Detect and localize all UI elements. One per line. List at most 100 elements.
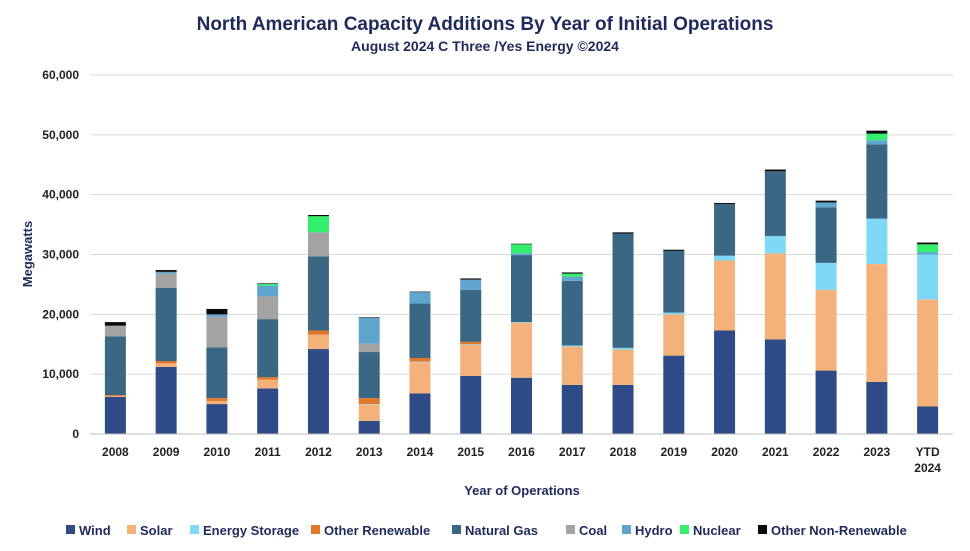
- bar-segment-solar: [917, 299, 939, 407]
- legend-swatch: [622, 525, 631, 534]
- bar-segment-energy-storage: [714, 255, 736, 261]
- bar-segment-hydro: [917, 252, 939, 255]
- bar-segment-energy-storage: [561, 345, 583, 347]
- y-tick-label: 30,000: [42, 248, 79, 262]
- x-tick-label: 2024: [914, 461, 941, 475]
- bar-segment-coal: [155, 273, 177, 289]
- bar-segment-other-non-renewable: [612, 232, 634, 234]
- legend-swatch: [66, 525, 75, 534]
- x-tick-label: 2022: [813, 445, 840, 459]
- bar-segment-hydro: [358, 317, 380, 344]
- legend-swatch: [127, 525, 136, 534]
- bar-segment-solar: [409, 362, 431, 394]
- bar-segment-hydro: [815, 202, 837, 208]
- bar-segment-energy-storage: [815, 262, 837, 290]
- bar-segment-solar: [561, 346, 583, 385]
- x-tick-label: 2014: [407, 445, 434, 459]
- y-tick-label: 60,000: [42, 68, 79, 82]
- legend-swatch: [758, 525, 767, 534]
- legend-label: Coal: [579, 523, 607, 538]
- x-tick-label: 2017: [559, 445, 586, 459]
- bar-segment-energy-storage: [663, 312, 685, 315]
- bar-segment-other-renewable: [206, 398, 228, 402]
- legend-swatch: [190, 525, 199, 534]
- y-axis-title: Megawatts: [20, 221, 35, 287]
- bar-segment-solar: [612, 349, 634, 385]
- bar-segment-wind: [307, 349, 329, 434]
- bar-segment-energy-storage: [612, 347, 634, 350]
- legend-label: Energy Storage: [203, 523, 299, 538]
- bar-segment-energy-storage: [409, 361, 431, 363]
- legend-label: Hydro: [635, 523, 673, 538]
- bar-segment-solar: [206, 401, 228, 405]
- x-tick-label: 2020: [711, 445, 738, 459]
- y-tick-label: 40,000: [42, 188, 79, 202]
- legend-swatch: [452, 525, 461, 534]
- x-tick-label: 2018: [610, 445, 637, 459]
- bar-segment-natural-gas: [257, 319, 279, 378]
- x-tick-label: 2008: [102, 445, 129, 459]
- legend-label: Other Non-Renewable: [771, 523, 907, 538]
- y-tick-label: 50,000: [42, 128, 79, 142]
- bar-segment-wind: [409, 393, 431, 434]
- x-tick-label: 2019: [660, 445, 687, 459]
- bar-segment-other-renewable: [257, 377, 279, 380]
- bar-segment-hydro: [206, 314, 228, 317]
- bar-segment-other-non-renewable: [409, 291, 431, 293]
- bar-segment-natural-gas: [104, 336, 126, 396]
- bar-segment-solar: [714, 260, 736, 331]
- bar-segment-other-non-renewable: [866, 130, 888, 134]
- bar-segment-wind: [206, 404, 228, 434]
- bar-segment-nuclear: [561, 273, 583, 277]
- bar-segment-wind: [257, 388, 279, 434]
- x-tick-label: 2012: [305, 445, 332, 459]
- legend-label: Other Renewable: [324, 523, 430, 538]
- bar-segment-nuclear: [307, 216, 329, 233]
- bar-segment-energy-storage: [866, 218, 888, 265]
- bar-segment-other-renewable: [155, 361, 177, 364]
- bar-segment-other-non-renewable: [714, 203, 736, 205]
- x-tick-label: 2011: [255, 445, 281, 459]
- bar-segment-solar: [460, 344, 482, 376]
- bar-segment-wind: [815, 370, 837, 434]
- bar-segment-natural-gas: [206, 347, 228, 399]
- bar-segment-other-renewable: [104, 395, 126, 397]
- legend-label: Nuclear: [693, 523, 741, 538]
- bar-segment-natural-gas: [815, 207, 837, 263]
- bar-segment-energy-storage: [917, 254, 939, 300]
- bar-segment-wind: [917, 406, 939, 434]
- bar-segment-natural-gas: [358, 352, 380, 399]
- bar-segment-wind: [663, 355, 685, 434]
- bar-segment-wind: [866, 381, 888, 434]
- bar-segment-hydro: [409, 292, 431, 304]
- bar-segment-other-non-renewable: [511, 243, 532, 245]
- bar-segment-wind: [460, 375, 482, 434]
- bar-segment-other-non-renewable: [663, 249, 685, 251]
- bar-segment-hydro: [460, 279, 482, 290]
- bar-segment-natural-gas: [511, 255, 532, 323]
- bar-segment-other-non-renewable: [764, 169, 786, 172]
- bars: [104, 130, 939, 434]
- x-axis-ticks: 2008 2009 2010 2011 2012 2013 2014 2015 2016 2017…: [102, 445, 941, 475]
- bar-segment-solar: [815, 289, 837, 371]
- bar-segment-other-non-renewable: [206, 308, 228, 315]
- bar-segment-other-non-renewable: [257, 283, 279, 284]
- bar-segment-hydro: [155, 271, 177, 274]
- bar-segment-other-renewable: [358, 398, 380, 405]
- bar-segment-energy-storage: [460, 344, 482, 345]
- bar-segment-solar: [866, 264, 888, 382]
- bar-segment-wind: [155, 366, 177, 434]
- bar-segment-other-non-renewable: [104, 322, 126, 326]
- bar-segment-solar: [764, 253, 786, 340]
- bar-segment-natural-gas: [307, 256, 329, 331]
- bar-segment-natural-gas: [866, 144, 888, 219]
- legend-label: Natural Gas: [465, 523, 538, 538]
- x-tick-label: 2009: [153, 445, 180, 459]
- bar-segment-wind: [561, 384, 583, 434]
- bar-segment-solar: [257, 379, 279, 389]
- bar-segment-wind: [764, 339, 786, 434]
- x-tick-label: 2016: [508, 445, 535, 459]
- y-tick-label: 20,000: [42, 307, 79, 321]
- chart-title: North American Capacity Additions By Yea…: [197, 14, 774, 35]
- x-tick-label: 2021: [762, 445, 789, 459]
